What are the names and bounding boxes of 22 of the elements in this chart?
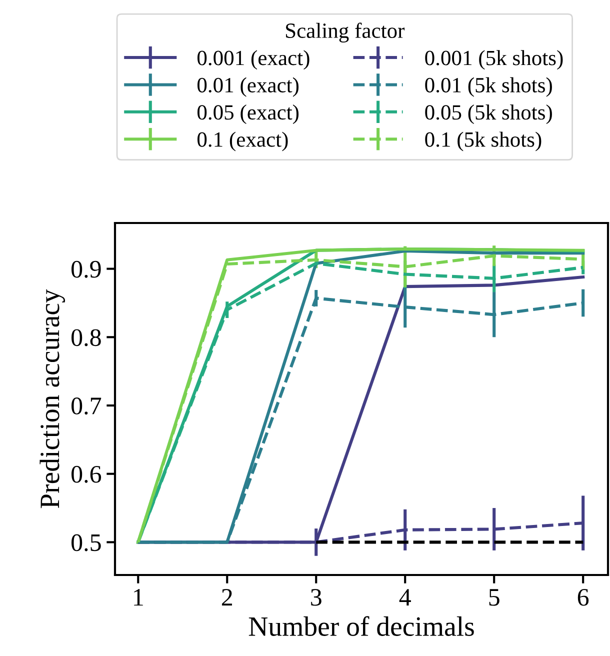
legend-label: 0.001 (exact) (197, 50, 310, 70)
y-tick-label: 0.9 (72, 260, 101, 278)
x-axis-title: Number of decimals (248, 616, 474, 636)
legend-label: 0.01 (5k shots) (425, 77, 552, 97)
y-tick-label: 0.7 (72, 398, 102, 415)
y-tick-label: 0.6 (72, 466, 102, 483)
legend-label: 0.05 (exact) (197, 104, 299, 124)
y-axis-title: Prediction accuracy (40, 289, 65, 508)
x-tick-label: 2 (222, 588, 232, 606)
x-tick-label: 5 (489, 589, 500, 606)
x-tick-label: 6 (578, 588, 589, 606)
legend-label: 0.001 (5k shots) (425, 50, 563, 70)
legend-title: Scaling factor (286, 22, 405, 42)
legend-label: 0.05 (5k shots) (425, 104, 552, 124)
x-tick-label: 1 (134, 589, 143, 606)
legend-label: 0.1 (exact) (197, 132, 288, 152)
y-tick-label: 0.5 (72, 534, 101, 552)
x-tick-label: 4 (399, 589, 411, 606)
legend-label: 0.1 (5k shots) (425, 132, 542, 152)
x-tick-label: 3 (311, 588, 322, 606)
legend-label: 0.01 (exact) (197, 77, 299, 97)
y-tick-label: 0.8 (72, 329, 101, 346)
